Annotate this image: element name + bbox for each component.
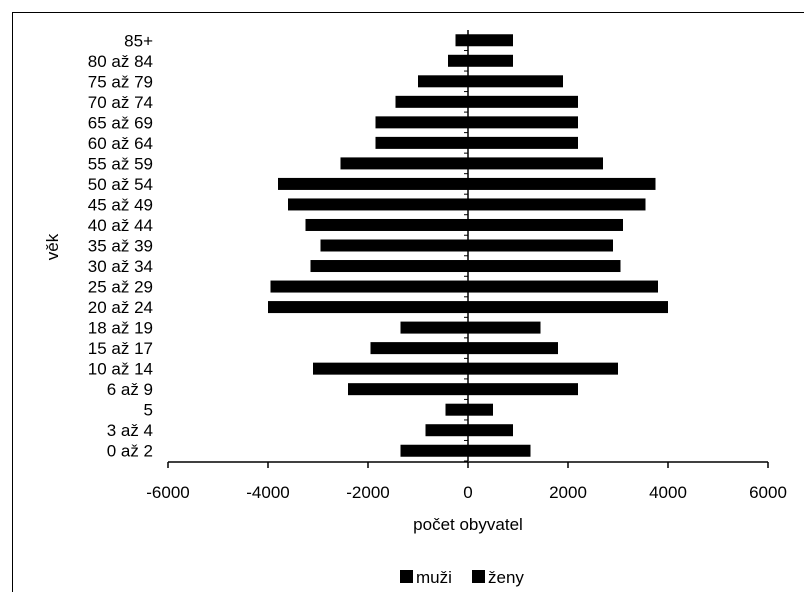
bar-zeny-12	[468, 198, 646, 211]
bar-zeny-3	[468, 383, 578, 396]
bar-zeny-16	[468, 116, 578, 129]
y-tick-label: 40 až 44	[88, 216, 153, 235]
y-tick-label: 80 až 84	[88, 52, 153, 71]
bar-muzi-19	[448, 54, 468, 67]
y-tick-label: 30 až 34	[88, 257, 153, 276]
bar-muzi-0	[400, 444, 468, 457]
bar-zeny-8	[468, 280, 658, 293]
y-tick-label: 75 až 79	[88, 72, 153, 91]
legend-swatch-zeny	[472, 570, 485, 583]
bar-muzi-9	[310, 260, 468, 273]
bar-muzi-5	[370, 342, 468, 355]
bar-zeny-14	[468, 157, 603, 170]
bar-muzi-16	[375, 116, 468, 129]
bar-muzi-10	[320, 239, 468, 252]
x-tick-label: 4000	[649, 483, 687, 502]
legend-swatch-muzi	[400, 570, 413, 583]
bar-muzi-15	[375, 136, 468, 149]
y-tick-label: 5	[144, 401, 153, 420]
x-ticks: -6000 -4000 -2000 0 2000 4000 6000	[146, 462, 787, 502]
x-tick-label: 0	[463, 483, 472, 502]
bar-muzi-14	[340, 157, 468, 170]
legend-label-zeny: ženy	[488, 568, 524, 587]
bar-zeny-17	[468, 95, 578, 108]
x-tick-label: -2000	[346, 483, 389, 502]
bar-muzi-1	[425, 424, 468, 437]
y-axis-title: věk	[43, 233, 62, 260]
y-tick-label: 35 až 39	[88, 237, 153, 256]
bar-muzi-6	[400, 321, 468, 334]
y-tick-label: 20 až 24	[88, 298, 153, 317]
bar-zeny-19	[468, 54, 513, 67]
bar-zeny-0	[468, 444, 531, 457]
y-tick-label: 60 až 64	[88, 134, 153, 153]
y-tick-label: 70 až 74	[88, 93, 153, 112]
y-tick-label: 18 až 19	[88, 319, 153, 338]
bar-zeny-6	[468, 321, 541, 334]
legend: muži ženy	[400, 568, 524, 587]
chart-frame	[12, 12, 804, 592]
bar-zeny-7	[468, 301, 668, 314]
bar-muzi-2	[445, 403, 468, 416]
bars-layer	[268, 34, 668, 457]
bar-zeny-18	[468, 75, 563, 88]
y-tick-label: 6 až 9	[107, 380, 153, 399]
y-tick-label: 0 až 2	[107, 442, 153, 461]
x-tick-label: 6000	[749, 483, 787, 502]
bar-muzi-3	[348, 383, 468, 396]
x-tick-label: 2000	[549, 483, 587, 502]
y-tick-label: 85+	[124, 31, 153, 50]
bar-zeny-5	[468, 342, 558, 355]
y-tick-label: 65 až 69	[88, 113, 153, 132]
bar-muzi-13	[278, 177, 468, 190]
bar-zeny-2	[468, 403, 493, 416]
bar-muzi-4	[313, 362, 468, 375]
x-axis-title: počet obyvatel	[413, 515, 523, 534]
legend-label-muzi: muži	[416, 568, 452, 587]
bar-zeny-20	[468, 34, 513, 47]
y-tick-label: 3 až 4	[107, 421, 153, 440]
bar-zeny-4	[468, 362, 618, 375]
bar-muzi-11	[305, 218, 468, 231]
y-tick-label: 15 až 17	[88, 339, 153, 358]
bar-muzi-18	[418, 75, 468, 88]
bar-zeny-1	[468, 424, 513, 437]
y-tick-label: 10 až 14	[88, 360, 153, 379]
y-tick-label: 45 až 49	[88, 195, 153, 214]
bar-zeny-10	[468, 239, 613, 252]
x-tick-label: -4000	[246, 483, 289, 502]
x-tick-label: -6000	[146, 483, 189, 502]
bar-muzi-12	[288, 198, 468, 211]
y-tick-label: 55 až 59	[88, 154, 153, 173]
bar-zeny-9	[468, 260, 621, 273]
y-tick-label: 50 až 54	[88, 175, 153, 194]
y-tick-label: 25 až 29	[88, 278, 153, 297]
bar-zeny-11	[468, 218, 623, 231]
bar-zeny-15	[468, 136, 578, 149]
bar-muzi-7	[268, 301, 468, 314]
bar-muzi-8	[270, 280, 468, 293]
bar-muzi-20	[455, 34, 468, 47]
bar-muzi-17	[395, 95, 468, 108]
bar-zeny-13	[468, 177, 656, 190]
